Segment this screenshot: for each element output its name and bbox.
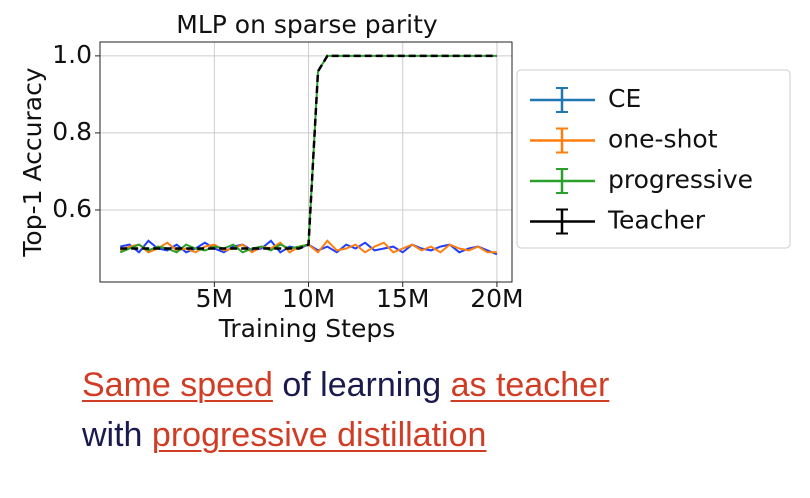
x-tick-label: 10M [282,284,335,313]
caption-highlight: as teacher [450,366,610,404]
legend-label: Teacher [607,206,706,235]
legend-label: progressive [608,165,753,194]
y-tick-label: 0.6 [52,194,92,223]
y-tick-label: 1.0 [52,40,92,69]
y-tick-label: 0.8 [52,117,92,146]
y-axis-label: Top-1 Accuracy [18,67,47,257]
caption-text: of learning [282,366,442,404]
x-tick-label: 15M [376,284,429,313]
x-tick-label: 20M [470,284,523,313]
caption-line: Same speed of learning as teacher [82,366,609,405]
legend-label: CE [608,84,641,113]
series-line [120,54,497,250]
plot-frame [99,41,513,283]
x-tick-label: 5M [196,284,233,313]
caption-highlight: Same speed [82,366,273,404]
chart-title: MLP on sparse parity [176,10,438,39]
caption-text: with [82,416,143,454]
legend-label: one-shot [608,125,718,154]
caption-line: with progressive distillation [82,416,486,455]
x-axis-label: Training Steps [218,314,396,343]
legend-box [516,69,791,249]
caption-highlight: progressive distillation [151,416,487,454]
